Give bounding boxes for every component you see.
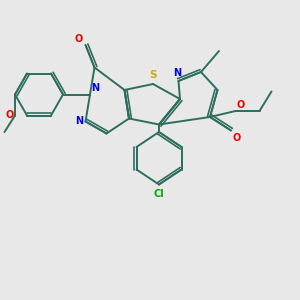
Text: N: N bbox=[173, 68, 181, 78]
Text: O: O bbox=[237, 100, 245, 110]
Text: N: N bbox=[75, 116, 83, 127]
Text: N: N bbox=[92, 83, 100, 93]
Text: Cl: Cl bbox=[154, 189, 164, 199]
Text: O: O bbox=[74, 34, 83, 44]
Text: O: O bbox=[232, 134, 241, 143]
Text: O: O bbox=[5, 110, 14, 121]
Text: S: S bbox=[149, 70, 157, 80]
